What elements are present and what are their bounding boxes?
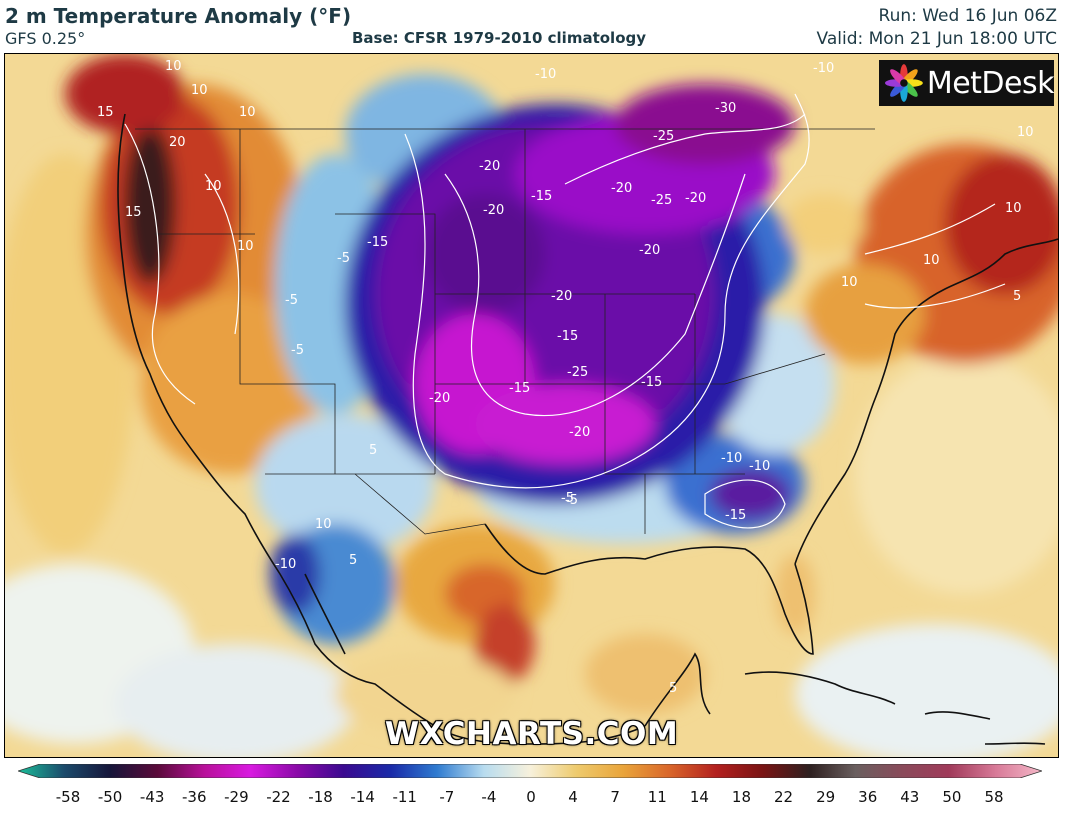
contour-label: -15 [557, 329, 578, 344]
colorbar-tick-label: 4 [568, 788, 578, 806]
contour-label: -5 [337, 251, 350, 266]
contour-label: -10 [749, 459, 770, 474]
colorbar-ticks: -58 -50 -43 -36 -29 -22 -18 -14 -11 -7 -4 0 4 7 11 14 18… [0, 788, 1069, 812]
run-time-label: Run: Wed 16 Jun 06Z [878, 6, 1057, 26]
contour-label: -5 [565, 493, 578, 508]
colorbar-gradient [18, 764, 1042, 778]
colorbar-tick-label: 14 [689, 788, 709, 806]
chart-title: 2 m Temperature Anomaly (°F) [5, 4, 352, 28]
colorbar-tick-label: 36 [858, 788, 878, 806]
contour-label: -20 [639, 243, 660, 258]
contour-label: 10 [1005, 201, 1022, 216]
colorbar-tick-label: -58 [55, 788, 81, 806]
contours [124, 93, 1006, 529]
contour-label: -10 [535, 67, 556, 82]
contour-label: -15 [725, 508, 746, 523]
colorbar-tick-label: -11 [392, 788, 417, 806]
contour-label: 10 [1017, 125, 1034, 140]
colorbar-tick-label: 22 [773, 788, 794, 806]
contour-labels: 10 10 15 20 10 10 15 10 -20 -15 -20 -20 … [97, 59, 1034, 696]
colorbar-tick-label: -36 [182, 788, 207, 806]
colorbar-tick-label: -43 [139, 788, 165, 806]
contour-label: 10 [205, 179, 222, 194]
colorbar-tick-label: -29 [224, 788, 249, 806]
colorbar-tick-label: 29 [816, 788, 836, 806]
contour-label: -15 [367, 235, 388, 250]
contour-label: -20 [551, 289, 572, 304]
contour-label: -10 [275, 557, 296, 572]
colorbar-tick-label: 43 [900, 788, 920, 806]
contour-label: -15 [531, 189, 552, 204]
contour-label: 10 [923, 253, 940, 268]
map-canvas: 10 10 15 20 10 10 15 10 -20 -15 -20 -20 … [5, 54, 1058, 757]
contour-label: -20 [429, 391, 450, 406]
contour-label: -20 [611, 181, 632, 196]
contour-label: 10 [191, 83, 208, 98]
climatology-base-label: Base: CFSR 1979-2010 climatology [352, 29, 647, 47]
colorbar-tick-label: -4 [481, 788, 497, 806]
state-borders [135, 128, 875, 535]
contour-label: 10 [239, 105, 256, 120]
contour-label: -10 [813, 61, 834, 76]
contour-label: -30 [715, 101, 736, 116]
contour-label: 5 [349, 553, 357, 568]
contour-label: -10 [721, 451, 742, 466]
contour-label: 20 [169, 135, 186, 150]
colorbar-tick-label: -50 [97, 788, 123, 806]
contour-label: -20 [483, 203, 504, 218]
contour-label: 10 [315, 517, 332, 532]
coastlines [117, 113, 1058, 745]
contour-label: -20 [685, 191, 706, 206]
temperature-anomaly-map: 10 10 15 20 10 10 15 10 -20 -15 -20 -20 … [4, 53, 1059, 758]
anomaly-field [5, 54, 1058, 757]
colorbar-tick-label: 18 [731, 788, 751, 806]
colorbar-tick-label: 50 [942, 788, 962, 806]
contour-label: -15 [641, 375, 662, 390]
metdesk-logo: MetDesk [879, 60, 1055, 106]
colorbar-tick-label: -14 [350, 788, 375, 806]
contour-label: 15 [97, 105, 114, 120]
colorbar-tick-label: 11 [647, 788, 667, 806]
contour-label: 5 [369, 443, 377, 458]
colorbar-tick-label: 7 [610, 788, 620, 806]
colorbar-tick-label: -7 [439, 788, 455, 806]
contour-label: 5 [669, 681, 677, 696]
colorbar-tick-label: -18 [308, 788, 333, 806]
contour-label: 10 [841, 275, 858, 290]
contour-label: 5 [1013, 289, 1021, 304]
model-label: GFS 0.25° [5, 29, 86, 48]
contour-label: -25 [651, 193, 672, 208]
contour-label: 10 [237, 239, 254, 254]
contour-label: -15 [509, 381, 530, 396]
contour-label: -5 [561, 491, 574, 506]
metdesk-logo-icon [885, 64, 923, 102]
contour-label: -5 [285, 293, 298, 308]
contour-label: -20 [479, 159, 500, 174]
contour-label: -20 [569, 425, 590, 440]
contour-label: -25 [653, 129, 674, 144]
colorbar-tick-label: -22 [266, 788, 291, 806]
metdesk-logo-text: MetDesk [926, 65, 1055, 101]
colorbar [18, 764, 1042, 778]
contour-label: 10 [165, 59, 182, 74]
valid-time-label: Valid: Mon 21 Jun 18:00 UTC [816, 29, 1057, 49]
wxcharts-watermark: WXCHARTS.COM [384, 716, 679, 752]
contour-label: -25 [567, 365, 588, 380]
contour-label: 15 [125, 205, 142, 220]
contour-label: -5 [291, 343, 304, 358]
colorbar-tick-label: 0 [526, 788, 536, 806]
colorbar-tick-label: 58 [984, 788, 1004, 806]
